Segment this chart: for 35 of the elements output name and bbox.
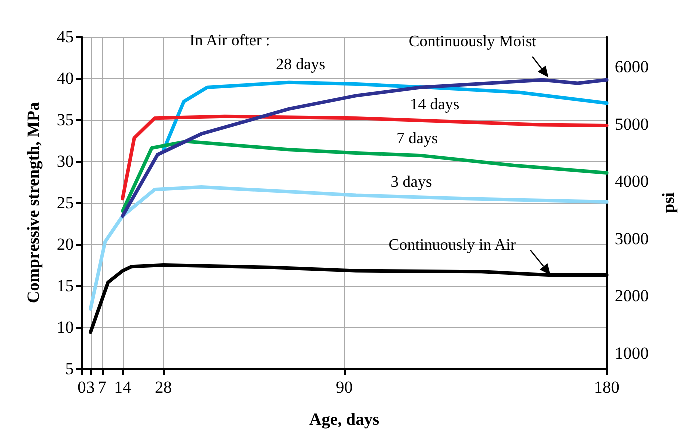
line-series — [121, 114, 609, 201]
y-tick-label: 30 — [57, 152, 74, 171]
x-tick-label: 180 — [594, 378, 620, 397]
series-label: 14 days — [410, 96, 460, 114]
x-tick-label: 7 — [98, 378, 108, 397]
y2-tick-label: 4000 — [615, 172, 649, 192]
series-label: Continuously in Air — [388, 236, 517, 254]
y-tick-label: 5 — [66, 360, 74, 378]
annotation: In Air ofter : — [190, 32, 270, 50]
series-label: 28 days — [276, 56, 326, 74]
y-tick-label: 25 — [57, 194, 74, 212]
y2-tick-label: 1000 — [615, 344, 649, 363]
y-tick-label: 40 — [57, 69, 74, 88]
y2-tick-label: 3000 — [615, 229, 649, 248]
x-tick-label: 14 — [114, 378, 132, 397]
series-label: 3 days — [390, 174, 432, 191]
y-tick-label: 35 — [57, 110, 74, 130]
x-tick-label: 28 — [155, 378, 172, 397]
series-label: Continuously Moist — [409, 33, 538, 50]
line-series — [121, 78, 609, 218]
series-label: 7 days — [396, 130, 438, 148]
y-tick-label: 15 — [57, 276, 74, 296]
y-tick-label: 10 — [57, 318, 74, 337]
x-tick-label: 90 — [336, 378, 353, 397]
y-tick-label: 20 — [57, 235, 74, 254]
x-axis-title: Age, days — [310, 410, 380, 429]
x-tick-label: 0 — [78, 378, 86, 397]
y-tick-label: 45 — [57, 28, 74, 46]
y-axis-title: Compressive strength, MPa — [24, 102, 43, 304]
line-series — [162, 80, 609, 152]
y2-axis-title: psi — [658, 192, 678, 214]
y2-tick-label: 2000 — [615, 286, 649, 306]
y2-tick-label: 5000 — [615, 114, 649, 134]
x-tick-label: 3 — [86, 378, 95, 397]
y2-tick-label: 6000 — [615, 58, 649, 77]
